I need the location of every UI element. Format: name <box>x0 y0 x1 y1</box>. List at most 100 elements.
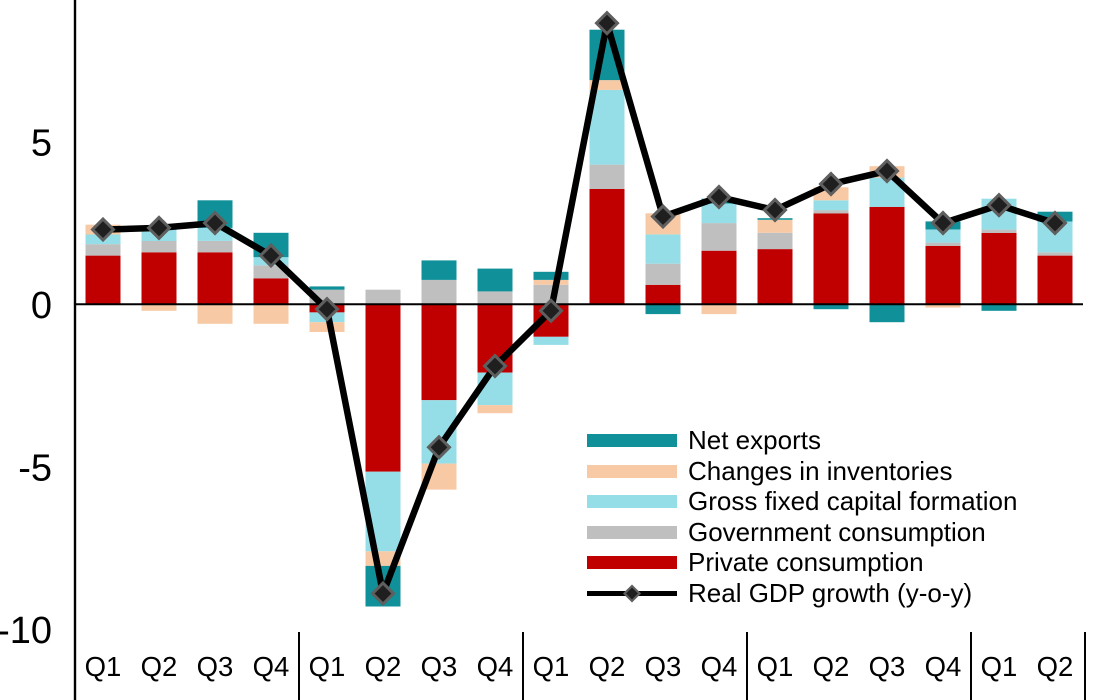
gdp-diamond-marker <box>594 10 620 36</box>
legend-item-gross-fixed-capital-formation: Gross fixed capital formation <box>587 486 1018 516</box>
gdp-diamond-marker <box>650 203 676 230</box>
legend-item-changes-in-inventories: Changes in inventories <box>587 455 1017 486</box>
bar-segment-government-consumption <box>589 164 625 189</box>
x-tick-label: Q1 <box>757 651 794 682</box>
legend-item-label: Gross fixed capital formation <box>688 486 1018 516</box>
bar-segment-changes-in-inventories <box>757 219 793 233</box>
bar-segment-government-consumption <box>253 265 289 279</box>
x-tick-label: Q4 <box>925 651 962 682</box>
x-tick-label: Q3 <box>421 651 458 682</box>
bar-segment-changes-in-inventories <box>925 304 961 308</box>
legend-item-label: Private consumption <box>688 547 924 577</box>
bar-segment-net-exports <box>421 260 457 280</box>
gdp-diamond-marker <box>426 434 452 460</box>
gdp-diamond-marker <box>370 580 396 607</box>
legend-line-sample <box>587 583 677 603</box>
bar-segment-government-consumption <box>981 229 1017 233</box>
bar-segment-gross-fixed-capital-formation <box>533 336 569 345</box>
x-tick-label: Q3 <box>645 651 682 682</box>
x-tick-label: Q1 <box>85 651 122 682</box>
bar-segment-private-consumption <box>253 278 289 305</box>
bar-segment-government-consumption <box>1037 252 1073 256</box>
legend-color-swatch <box>587 464 677 478</box>
bar-segment-private-consumption <box>925 245 961 305</box>
gdp-diamond-marker <box>90 216 116 243</box>
gdp-diamond-marker <box>1042 210 1068 236</box>
bar-segment-net-exports <box>869 304 905 323</box>
legend-item-label: Changes in inventories <box>688 455 953 486</box>
legend-color-swatch <box>587 556 677 569</box>
x-axis: Q1 Q2 Q3 Q4 Q1 Q2 Q3 Q4 Q1 Q2 Q3 Q4 Q1 Q2 Q3 Q4 Q1 Q2 <box>85 651 1074 682</box>
y-tick-label: -10 <box>0 610 52 652</box>
bar-segment-private-consumption <box>813 213 849 305</box>
bar-segment-private-consumption <box>197 252 233 305</box>
bar-segment-changes-in-inventories <box>477 405 513 414</box>
bar-segment-changes-in-inventories <box>701 304 737 315</box>
bar-segment-private-consumption <box>869 206 905 305</box>
legend-item-government-consumption: Government consumption <box>587 516 1017 547</box>
bar-segment-government-consumption <box>701 223 737 251</box>
bar-segment-changes-in-inventories <box>533 279 569 285</box>
legend-color-swatch <box>587 434 677 447</box>
bar-segment-changes-in-inventories <box>141 304 177 311</box>
bar-segment-net-exports <box>813 304 849 310</box>
gdp-diamond-marker <box>818 171 844 197</box>
x-tick-label: Q1 <box>981 651 1018 682</box>
bar-segment-net-exports <box>981 304 1017 311</box>
bar-segment-government-consumption <box>365 289 401 305</box>
bar-segment-changes-in-inventories <box>253 304 289 324</box>
x-tick-label: Q2 <box>141 651 178 682</box>
bar-segment-gross-fixed-capital-formation <box>701 203 737 224</box>
gdp-diamond-marker <box>762 197 788 223</box>
gdp-diamond-marker <box>482 353 508 379</box>
bar-segment-net-exports <box>309 286 345 290</box>
gdp-diamond-marker <box>706 184 732 210</box>
gdp-diamond-marker <box>314 296 340 322</box>
bar-segment-gross-fixed-capital-formation <box>645 234 681 264</box>
legend-color-swatch <box>587 495 677 508</box>
x-tick-label: Q4 <box>477 651 514 682</box>
legend-color-swatch <box>587 525 677 539</box>
bar-segment-government-consumption <box>757 232 793 250</box>
bar-segment-private-consumption <box>757 249 793 305</box>
bar-segment-gross-fixed-capital-formation <box>925 229 961 243</box>
bar-segment-private-consumption <box>421 304 457 401</box>
bar-segment-government-consumption <box>645 263 681 285</box>
x-tick-label: Q3 <box>869 651 906 682</box>
gdp-diamond-marker <box>538 298 564 324</box>
y-tick-label: -5 <box>18 447 52 489</box>
bar-segment-government-consumption <box>85 244 121 256</box>
y-axis: 5 0 -5 -10 <box>0 122 52 652</box>
bar-segment-government-consumption <box>813 210 849 214</box>
bar-segment-net-exports <box>533 271 569 280</box>
x-tick-label: Q2 <box>589 651 626 682</box>
legend-item-label: Government consumption <box>688 516 986 547</box>
bar-segment-government-consumption <box>421 279 457 305</box>
bar-segment-private-consumption <box>981 232 1017 305</box>
bar-segment-government-consumption <box>141 240 177 253</box>
x-tick-label: Q4 <box>253 651 290 682</box>
bar-segment-private-consumption <box>645 284 681 305</box>
legend-item-label: Real GDP growth (y-o-y) <box>688 577 973 608</box>
x-tick-label: Q2 <box>813 651 850 682</box>
bar-segment-private-consumption <box>141 252 177 305</box>
y-tick-label: 0 <box>31 285 52 327</box>
bar-segment-changes-in-inventories <box>589 80 625 90</box>
gdp-diamond-marker <box>874 158 900 184</box>
bar-segment-private-consumption <box>589 188 625 305</box>
gdp-line-group <box>90 10 1068 607</box>
x-tick-label: Q2 <box>365 651 402 682</box>
legend-item-private-consumption: Private consumption <box>587 547 1017 577</box>
x-tick-label: Q2 <box>1037 651 1074 682</box>
bar-segment-changes-in-inventories <box>309 322 345 332</box>
bar-segment-gross-fixed-capital-formation <box>589 89 625 165</box>
legend: Net exports Changes in inventories Gross f… <box>587 425 1018 611</box>
bar-segment-government-consumption <box>197 240 233 253</box>
bar-segment-net-exports <box>645 304 681 315</box>
bar-segment-net-exports <box>477 268 513 292</box>
bar-segment-private-consumption <box>1037 255 1073 305</box>
x-tick-label: Q1 <box>309 651 346 682</box>
legend-item-label: Net exports <box>688 425 821 455</box>
